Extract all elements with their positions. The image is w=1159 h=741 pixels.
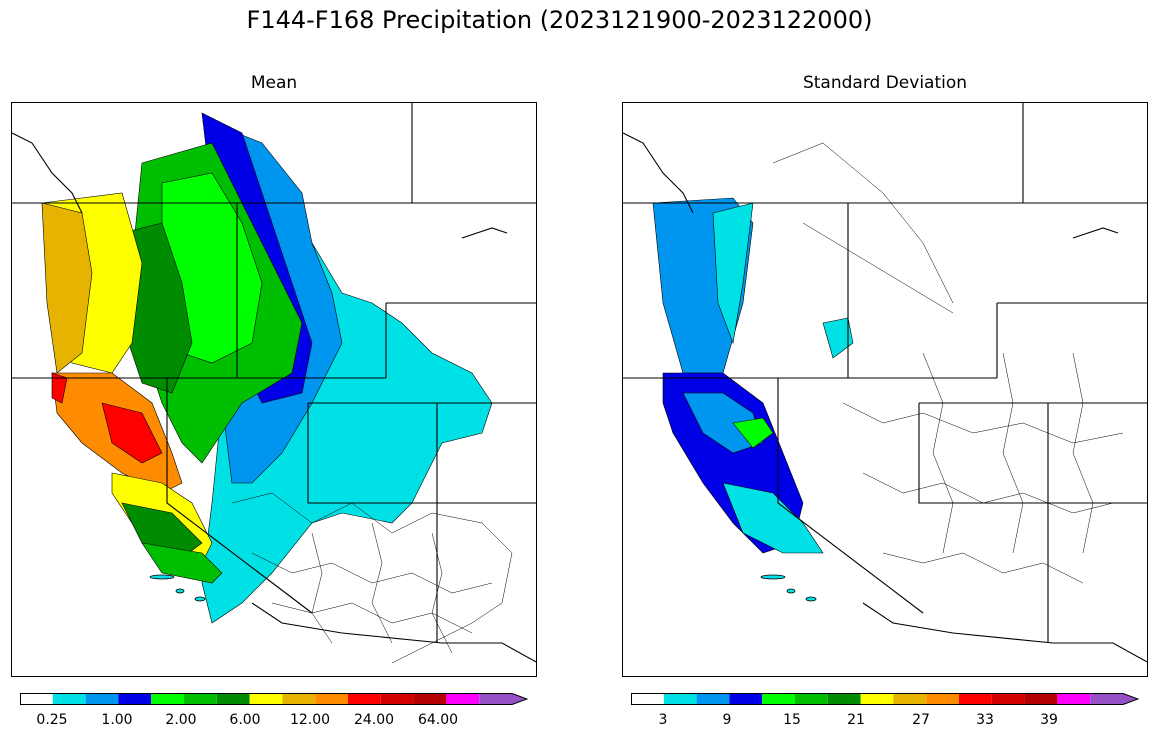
panel-title-mean: Mean	[250, 73, 298, 93]
figure-title: F144-F168 Precipitation (2023121900-2023…	[246, 6, 873, 34]
colorbar-segment	[216, 693, 250, 705]
colorbar-segment	[413, 693, 447, 705]
colorbar-mean-tick-label: 12.00	[289, 712, 331, 728]
colorbar-segment	[479, 693, 527, 705]
colorbar-stddev-tick-label: 21	[847, 712, 865, 728]
colorbar-segment	[860, 693, 894, 705]
panel-title-stddev: Standard Deviation	[802, 73, 968, 93]
colorbar-mean-tick-label: 1.00	[101, 712, 133, 728]
colorbar-segment	[631, 693, 664, 705]
colorbar-segment	[249, 693, 283, 705]
colorbar-segment	[52, 693, 86, 705]
colorbar-segment	[926, 693, 959, 705]
colorbar-segment	[696, 693, 730, 705]
colorbar-outline	[631, 693, 1140, 705]
map-mean	[12, 103, 536, 664]
colorbar-stddev-strip	[631, 693, 1140, 705]
map-stddev	[623, 103, 1147, 663]
colorbar-mean-tick-label: 6.00	[229, 712, 261, 728]
colorbar-segment	[991, 693, 1025, 705]
colorbar-stddev	[631, 690, 1140, 705]
colorbar-mean-strip	[20, 693, 529, 705]
colorbar-segment	[893, 693, 927, 705]
colorbar-segment	[762, 693, 795, 705]
colorbar-stddev-tick-label: 33	[976, 712, 994, 728]
colorbar-segment	[151, 693, 184, 705]
colorbar-segment	[380, 693, 414, 705]
colorbar-segment	[795, 693, 828, 705]
colorbar-mean-tick-label: 24.00	[353, 712, 395, 728]
colorbar-stddev-tick-label: 39	[1040, 712, 1058, 728]
colorbar-segment	[446, 693, 480, 705]
colorbar-segment	[118, 693, 152, 705]
colorbar-segment	[729, 693, 763, 705]
colorbar-outline	[20, 693, 529, 705]
colorbar-segment	[20, 693, 53, 705]
colorbar-segment	[282, 693, 316, 705]
colorbar-stddev-tick-label: 3	[658, 712, 668, 728]
colorbar-segment	[959, 693, 992, 705]
colorbar-segment	[184, 693, 217, 705]
colorbar-segment	[348, 693, 381, 705]
colorbar-stddev-tick-label: 9	[722, 712, 732, 728]
map-panel-mean	[11, 102, 537, 677]
colorbar-segment	[85, 693, 119, 705]
colorbar-mean-tick-label: 0.25	[36, 712, 68, 728]
colorbar-mean-tick-label: 64.00	[417, 712, 459, 728]
colorbar-stddev-tick-label: 27	[912, 712, 930, 728]
colorbar-segment	[663, 693, 697, 705]
colorbar-segment	[1057, 693, 1091, 705]
map-panel-stddev	[622, 102, 1148, 677]
colorbar-mean-tick-label: 2.00	[165, 712, 197, 728]
colorbar-segment	[315, 693, 348, 705]
colorbar-segment	[827, 693, 861, 705]
colorbar-stddev-tick-label: 15	[783, 712, 801, 728]
colorbar-mean	[20, 690, 529, 705]
colorbar-segment	[1024, 693, 1058, 705]
colorbar-segment	[1090, 693, 1138, 705]
